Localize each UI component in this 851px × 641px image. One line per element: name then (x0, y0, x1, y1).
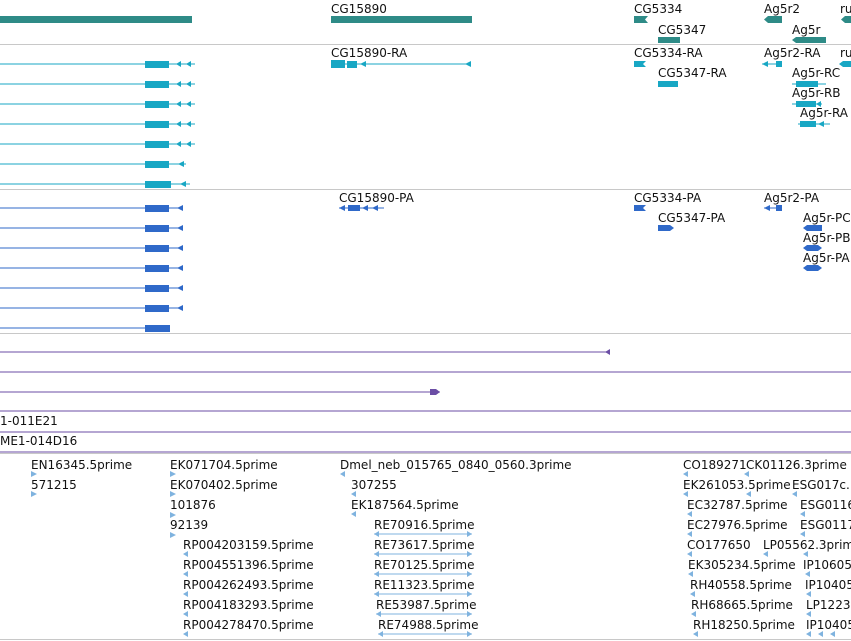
est-label[interactable]: RP004183293.5prime (183, 598, 314, 612)
est-label[interactable]: RP004262493.5prime (183, 578, 314, 592)
gene-label[interactable]: Ag5r (792, 23, 821, 37)
est-track: EN16345.5prime 571215 EK071704.5prime EK… (0, 454, 851, 639)
gene-glyph[interactable] (764, 16, 782, 23)
track-separator (0, 453, 851, 454)
est-label[interactable]: RE53987.5prime (376, 598, 477, 612)
est-label[interactable]: RH40558.5prime (690, 578, 792, 592)
est-label[interactable]: Dmel_neb_015765_0840_0560.3prime (340, 458, 572, 472)
track-separator (0, 639, 851, 640)
protein-label[interactable]: CG5347-PA (658, 211, 726, 225)
est-label[interactable]: RE11323.5prime (374, 578, 475, 592)
transcript-glyphs-left[interactable] (0, 61, 195, 188)
clone-track: 1-011E21 ME1-014D16 (0, 412, 851, 453)
gene-label[interactable]: CG15890 (331, 2, 387, 16)
transcript-label[interactable]: CG5347-RA (658, 66, 727, 80)
transcript-label[interactable]: Ag5r-RC (792, 66, 841, 80)
gene-glyph[interactable] (331, 16, 472, 23)
est-label[interactable]: RE70916.5prime (374, 518, 475, 532)
est-label[interactable]: RP004203159.5prime (183, 538, 314, 552)
est-label[interactable]: IP10605 (803, 558, 851, 572)
protein-track: CG15890-PA CG5334-PA CG5347-PA Ag5r2-PA … (0, 190, 851, 333)
est-label[interactable]: RH68665.5prime (691, 598, 793, 612)
protein-label[interactable]: CG15890-PA (339, 191, 414, 205)
transcript-label[interactable]: Ag5r-RB (792, 86, 841, 100)
est-label[interactable]: LP05562.3prime (763, 538, 851, 552)
est-label[interactable]: RP004551396.5prime (183, 558, 314, 572)
est-label[interactable]: LP1223 (806, 598, 851, 612)
protein-label[interactable]: Ag5r-PC (803, 211, 851, 225)
gene-label[interactable]: CG5347 (658, 23, 707, 37)
clone-glyphs[interactable] (0, 431, 851, 453)
transcript-glyph-cg15890[interactable] (331, 60, 471, 68)
est-label[interactable]: RH18250.5prime (693, 618, 795, 632)
est-label[interactable]: CK01126.3prime (746, 458, 847, 472)
transcript-track: CG15890-RA CG5334-RA CG5347-RA Ag5r2-RA … (0, 45, 851, 189)
est-label[interactable]: ESG0117 (800, 518, 851, 532)
gene-label[interactable]: Ag5r2 (764, 2, 801, 16)
transcript-label[interactable]: CG15890-RA (331, 46, 408, 60)
gene-glyph[interactable] (792, 37, 826, 43)
protein-label[interactable]: Ag5r2-PA (764, 191, 820, 205)
est-label[interactable]: EC32787.5prime (687, 498, 788, 512)
track-separator (0, 189, 851, 190)
est-label[interactable]: EN16345.5prime (31, 458, 133, 472)
est-label[interactable]: 101876 (170, 498, 216, 512)
est-label[interactable]: IP10405 (806, 618, 851, 632)
est-label[interactable]: EK305234.5prime (688, 558, 796, 572)
est-label[interactable]: ESG017c.E (792, 478, 851, 492)
track-separator (0, 333, 851, 334)
est-label[interactable]: 571215 (31, 478, 77, 492)
est-label[interactable]: EK261053.5prime (683, 478, 791, 492)
protein-glyphs-right[interactable] (339, 205, 822, 271)
protein-glyphs-left[interactable] (0, 205, 183, 332)
alignment-track-glyphs (0, 349, 851, 412)
est-label[interactable]: RP004278470.5prime (183, 618, 314, 632)
protein-label[interactable]: CG5334-PA (634, 191, 702, 205)
protein-label[interactable]: Ag5r-PB (803, 231, 851, 245)
est-label[interactable]: RE70125.5prime (374, 558, 475, 572)
est-label[interactable]: IP10405 (805, 578, 851, 592)
clone-label[interactable]: ME1-014D16 (0, 434, 78, 448)
est-label[interactable]: CO177650 (687, 538, 751, 552)
est-label[interactable]: EK070402.5prime (170, 478, 278, 492)
est-label[interactable]: ESG0116 (800, 498, 851, 512)
est-glyphs[interactable] (31, 471, 835, 637)
est-label[interactable]: RE74988.5prime (378, 618, 479, 632)
est-track-glyphs (31, 471, 835, 637)
est-label[interactable]: RE73617.5prime (374, 538, 475, 552)
transcript-label[interactable]: Ag5r2-RA (764, 46, 821, 60)
protein-track-glyphs (0, 205, 822, 332)
alignment-glyphs[interactable] (0, 349, 851, 412)
transcript-glyphs-right[interactable] (634, 61, 851, 127)
gene-glyph[interactable] (634, 16, 648, 23)
est-label[interactable]: EK187564.5prime (351, 498, 459, 512)
transcript-track-glyphs (0, 60, 851, 188)
gene-track: CG15890 CG5334 CG5347 Ag5r2 Ag5r ru (0, 0, 851, 44)
gene-label[interactable]: ru (840, 2, 851, 16)
transcript-label[interactable]: Ag5r-RA (800, 106, 849, 120)
track-separator (0, 44, 851, 45)
transcript-label[interactable]: ru (840, 46, 851, 60)
clone-track-glyphs (0, 431, 851, 453)
est-label[interactable]: EK071704.5prime (170, 458, 278, 472)
est-label[interactable]: 92139 (170, 518, 209, 532)
clone-label[interactable]: 1-011E21 (0, 414, 58, 428)
gene-glyph[interactable] (0, 16, 192, 23)
gene-glyph[interactable] (841, 16, 851, 23)
protein-label[interactable]: Ag5r-PA (803, 251, 850, 265)
est-label[interactable]: CO189271 (683, 458, 747, 472)
gene-glyph[interactable] (658, 37, 680, 43)
est-label[interactable]: 307255 (351, 478, 397, 492)
alignment-track (0, 334, 851, 412)
gene-track-glyphs (0, 16, 851, 43)
est-label[interactable]: EC27976.5prime (687, 518, 788, 532)
gene-label[interactable]: CG5334 (634, 2, 683, 16)
transcript-label[interactable]: CG5334-RA (634, 46, 703, 60)
